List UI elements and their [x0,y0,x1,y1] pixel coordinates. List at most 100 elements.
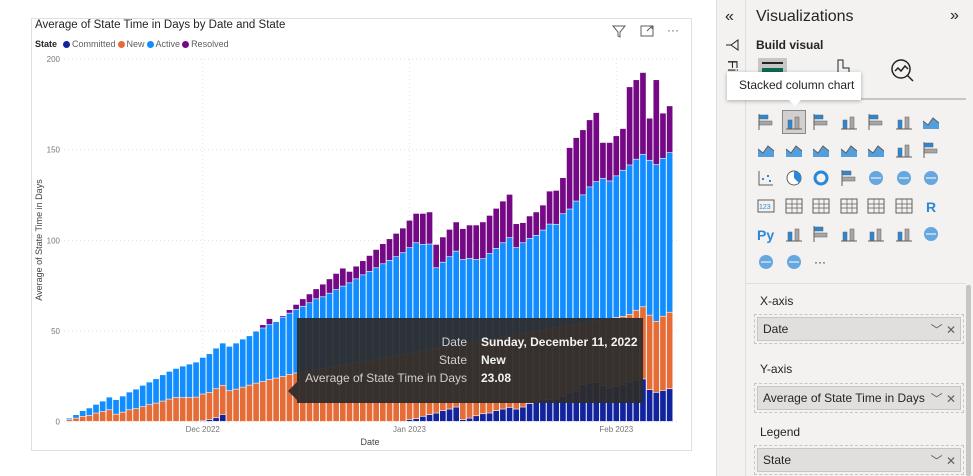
r-script-visual-icon[interactable]: R [919,194,943,218]
bar-new [253,383,259,422]
paginated-report-icon[interactable] [892,222,916,246]
bar-active [139,385,146,407]
legend-item-committed[interactable]: Committed [63,39,116,49]
get-more-visuals-icon[interactable]: ··· [809,250,833,274]
chevron-down-icon[interactable]: ﹀ [930,392,943,406]
donut-chart-icon[interactable] [809,166,833,190]
bar-active [293,309,299,373]
chevron-down-icon[interactable]: ﹀ [930,323,943,337]
x-axis-title: Date [360,437,379,447]
line-and-clustered-column-chart-icon[interactable] [837,138,861,162]
bar-resolved [660,113,666,158]
bar-active [640,154,646,307]
y-axis-field[interactable]: Average of State Time in Days ﹀ ✕ [757,386,961,410]
bar-active [193,362,199,397]
matrix-icon[interactable] [892,194,916,218]
bar-committed [446,409,453,422]
tooltip-key-measure: Average of State Time in Days [305,371,467,385]
bar-resolved [653,80,660,165]
map-icon[interactable] [864,166,888,190]
chevron-down-icon[interactable]: ﹀ [930,454,943,468]
bar-active [446,257,453,347]
qa-icon[interactable] [837,222,861,246]
kpi-icon[interactable] [809,194,833,218]
table-icon[interactable] [864,194,888,218]
bar-active [266,324,273,380]
x-axis-field[interactable]: Date ﹀ ✕ [757,317,961,341]
bar-active [226,346,233,391]
bar-resolved [593,112,600,182]
100-stacked-column-chart-icon[interactable] [892,110,916,134]
bar-resolved [560,177,566,214]
clustered-column-chart-icon[interactable] [837,110,861,134]
y-axis-well[interactable]: Average of State Time in Days ﹀ ✕ [754,383,964,413]
key-influencers-icon[interactable] [782,222,806,246]
power-automate-icon[interactable] [782,250,806,274]
pane-scrollbar[interactable] [966,285,971,476]
bar-active [239,339,246,387]
chevron-double-right-icon[interactable]: » [950,7,959,24]
pie-chart-icon[interactable] [782,166,806,190]
stacked-column-chart-icon[interactable] [781,110,806,134]
legend-field[interactable]: State ﹀ ✕ [757,448,961,472]
clustered-bar-chart-icon[interactable] [809,110,833,134]
python-visual-icon[interactable]: Py [754,222,778,246]
bar-new [106,410,113,422]
scatter-chart-icon[interactable] [754,166,778,190]
analytics-icon[interactable] [890,58,916,89]
100-stacked-bar-chart-icon[interactable] [864,110,888,134]
bar-resolved [633,80,640,159]
multi-row-card-icon[interactable] [782,194,806,218]
legend-marker [182,40,190,48]
stacked-area-chart-icon[interactable] [782,138,806,162]
bar-active [79,411,86,417]
funnel-chart-icon[interactable] [919,138,943,162]
bar-committed [553,399,560,422]
x-tick-label: Dec 2022 [186,425,221,434]
decomposition-tree-icon[interactable] [809,222,833,246]
bar-resolved [613,136,620,176]
legend-label: Active [155,39,181,49]
remove-icon[interactable]: ✕ [945,323,956,337]
y-tick-label: 50 [51,327,60,336]
card-icon[interactable]: 123 [754,194,778,218]
bar-active [406,247,413,353]
legend-item-active[interactable]: Active [146,39,181,49]
bar-active [259,328,266,382]
bar-resolved [513,224,520,248]
ribbon-chart-icon[interactable] [864,138,888,162]
smart-narrative-icon[interactable] [864,222,888,246]
line-chart-icon[interactable] [919,110,943,134]
chevron-double-left-icon[interactable]: « [725,8,734,25]
bar-committed [500,409,506,422]
bar-active [86,408,93,416]
gauge-icon[interactable] [919,166,943,190]
bar-resolved [293,304,299,310]
x-axis-well[interactable]: Date ﹀ ✕ [754,314,964,344]
azure-map-icon[interactable] [919,222,943,246]
area-chart-icon[interactable] [754,138,778,162]
line-and-stacked-column-chart-icon[interactable] [809,138,833,162]
bar-new [126,410,133,422]
bar-new [186,397,193,422]
stacked-bar-chart-icon[interactable] [754,110,778,134]
legend-item-new[interactable]: New [117,39,145,49]
treemap-icon[interactable] [837,166,861,190]
remove-icon[interactable]: ✕ [945,454,956,468]
waterfall-chart-icon[interactable] [892,138,916,162]
bar-active [373,268,379,359]
legend-well[interactable]: State ﹀ ✕ [754,445,964,475]
slicer-icon[interactable] [837,194,861,218]
bar-active [460,259,466,344]
field-name: State [763,453,792,467]
focus-mode-icon[interactable] [639,23,655,39]
legend-item-resolved[interactable]: Resolved [182,39,229,49]
filter-icon[interactable] [611,23,627,39]
filled-map-icon[interactable] [892,166,916,190]
power-apps-icon[interactable] [754,250,778,274]
bar-resolved [266,318,273,325]
visual-header: ··· [611,23,685,39]
remove-icon[interactable]: ✕ [945,392,956,406]
bar-new [226,391,233,422]
more-options-icon[interactable]: ··· [667,23,679,37]
